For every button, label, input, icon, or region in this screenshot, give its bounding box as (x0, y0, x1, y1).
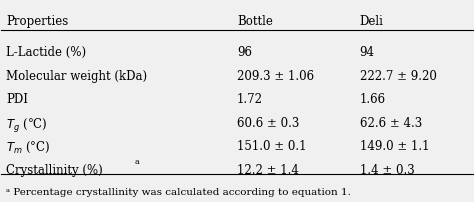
Text: Molecular weight (kDa): Molecular weight (kDa) (6, 70, 147, 83)
Text: PDI: PDI (6, 93, 28, 106)
Text: 94: 94 (359, 46, 374, 59)
Text: 209.3 ± 1.06: 209.3 ± 1.06 (237, 70, 314, 83)
Text: Properties: Properties (6, 15, 68, 28)
Text: $T_g$ (°C): $T_g$ (°C) (6, 117, 48, 135)
Text: 96: 96 (237, 46, 252, 59)
Text: Deli: Deli (359, 15, 383, 28)
Text: 62.6 ± 4.3: 62.6 ± 4.3 (359, 117, 422, 130)
Text: 222.7 ± 9.20: 222.7 ± 9.20 (359, 70, 437, 83)
Text: ᵃ Percentage crystallinity was calculated according to equation 1.: ᵃ Percentage crystallinity was calculate… (6, 188, 351, 197)
Text: 60.6 ± 0.3: 60.6 ± 0.3 (237, 117, 300, 130)
Text: 12.2 ± 1.4: 12.2 ± 1.4 (237, 164, 299, 177)
Text: 151.0 ± 0.1: 151.0 ± 0.1 (237, 140, 307, 153)
Text: 1.72: 1.72 (237, 93, 263, 106)
Text: Bottle: Bottle (237, 15, 273, 28)
Text: a: a (134, 158, 139, 166)
Text: 1.4 ± 0.3: 1.4 ± 0.3 (359, 164, 414, 177)
Text: Crystallinity (%): Crystallinity (%) (6, 164, 103, 177)
Text: L-Lactide (%): L-Lactide (%) (6, 46, 86, 59)
Text: 149.0 ± 1.1: 149.0 ± 1.1 (359, 140, 429, 153)
Text: $T_m$ (°C): $T_m$ (°C) (6, 140, 51, 156)
Text: 1.66: 1.66 (359, 93, 386, 106)
